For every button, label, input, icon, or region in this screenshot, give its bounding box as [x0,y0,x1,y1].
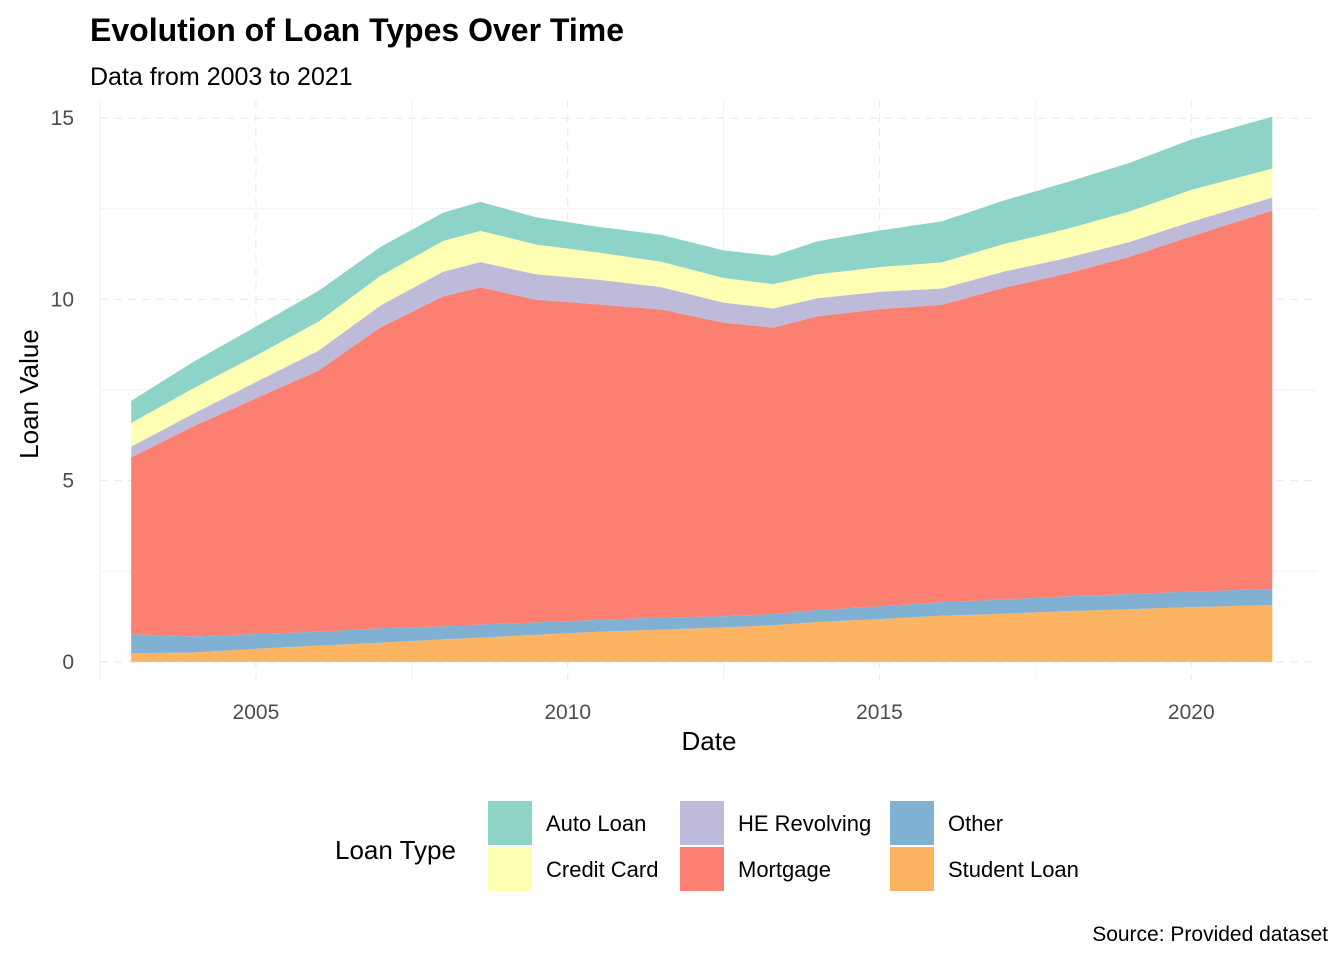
x-tick-label: 2010 [544,701,591,724]
x-tick-label: 2015 [856,701,903,724]
y-axis-title: Loan Value [14,329,44,459]
legend-swatch-he-revolving [680,801,724,845]
y-tick-label: 15 [51,107,74,130]
legend-label-credit-card: Credit Card [546,857,658,882]
x-axis-title: Date [682,726,737,756]
legend-title: Loan Type [335,835,456,865]
legend: Auto Loan Credit Card HE Revolving Mortgage… [488,801,1079,891]
legend-swatch-other [890,801,934,845]
area-credit-card [131,168,1273,447]
x-tick-label: 2020 [1168,701,1215,724]
legend-swatch-auto-loan [488,801,532,845]
chart-title: Evolution of Loan Types Over Time [90,12,624,48]
chart-caption: Source: Provided dataset [1092,923,1328,946]
area-other [131,589,1273,654]
x-axis-ticks: 2005 2010 2015 2020 [233,701,1215,724]
x-tick-label: 2005 [233,701,280,724]
legend-label-student-loan: Student Loan [948,857,1079,882]
chart-subtitle: Data from 2003 to 2021 [90,63,353,91]
area-he-revolving [131,197,1273,458]
y-tick-label: 0 [62,651,74,674]
legend-label-auto-loan: Auto Loan [546,811,646,836]
area-auto-loan [131,116,1273,423]
legend-label-mortgage: Mortgage [738,857,831,882]
legend-swatch-mortgage [680,847,724,891]
legend-swatch-student-loan [890,847,934,891]
legend-label-other: Other [948,811,1003,836]
y-tick-label: 10 [51,288,74,311]
area-layer [131,116,1273,662]
legend-label-he-revolving: HE Revolving [738,811,871,836]
area-student-loan [131,605,1273,662]
y-axis-ticks: 0 5 10 15 [51,107,74,674]
y-tick-label: 5 [62,470,74,493]
legend-swatch-credit-card [488,847,532,891]
area-mortgage [131,210,1273,637]
